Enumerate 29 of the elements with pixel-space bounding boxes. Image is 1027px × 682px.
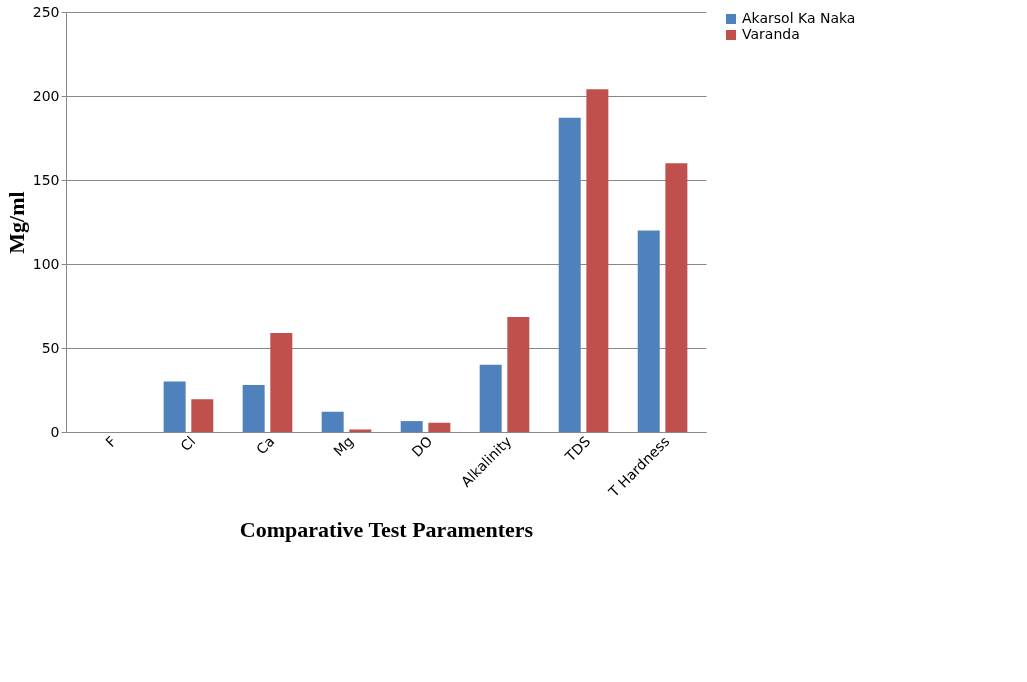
x-tick-label: F bbox=[102, 433, 120, 451]
x-tick-label: Cl bbox=[177, 433, 199, 455]
bar bbox=[349, 429, 372, 432]
x-axis-title: Comparative Test Paramenters bbox=[239, 516, 534, 542]
x-tick-label: DO bbox=[408, 433, 436, 460]
legend-label: Varanda bbox=[742, 26, 800, 42]
bar bbox=[163, 381, 186, 432]
bar bbox=[321, 411, 344, 432]
y-tick-label: 150 bbox=[32, 171, 60, 188]
bar bbox=[242, 384, 265, 432]
bar bbox=[558, 117, 581, 432]
y-tick-label: 250 bbox=[32, 3, 60, 20]
x-tick-label: Ca bbox=[253, 433, 278, 458]
y-tick-label: 0 bbox=[50, 423, 60, 440]
bar bbox=[637, 230, 660, 432]
y-axis-title: Mg/ml bbox=[3, 191, 29, 254]
x-tick-label: Mg bbox=[330, 433, 357, 460]
bar bbox=[665, 163, 688, 432]
y-tick-label: 50 bbox=[41, 339, 60, 356]
bar bbox=[428, 422, 451, 432]
bar bbox=[270, 332, 293, 432]
bar bbox=[586, 89, 609, 432]
y-tick-label: 200 bbox=[32, 87, 60, 104]
bar bbox=[479, 364, 502, 432]
bar bbox=[507, 316, 530, 432]
legend-label: Akarsol Ka Naka bbox=[742, 10, 856, 26]
y-tick-label: 100 bbox=[32, 255, 60, 272]
bar bbox=[191, 399, 214, 432]
bar bbox=[400, 421, 423, 432]
